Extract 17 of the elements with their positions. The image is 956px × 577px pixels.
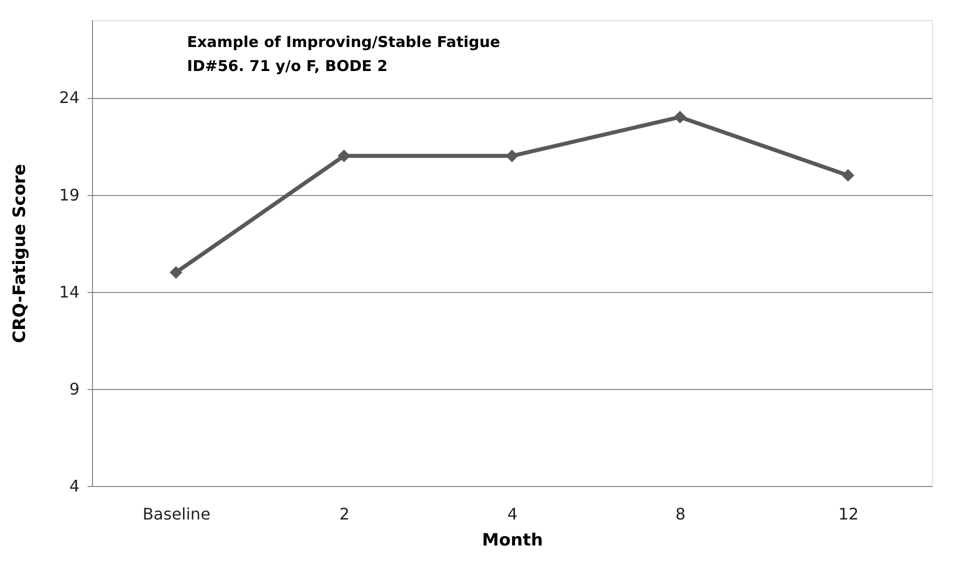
y-tick-label: 19 <box>59 185 80 204</box>
y-axis-title: CRQ-Fatigue Score <box>10 164 30 344</box>
x-tick-label: Baseline <box>142 504 210 524</box>
annotation: ID#56. 71 y/o F, BODE 2 <box>187 57 388 75</box>
x-tick-label: 8 <box>675 504 686 524</box>
x-tick-label: 12 <box>838 504 859 524</box>
y-tick-label: 14 <box>59 282 80 302</box>
point <box>674 110 686 124</box>
x-tick-label: 4 <box>507 504 518 524</box>
y-tick-label: 4 <box>69 476 80 496</box>
y-tick-label: 9 <box>69 379 80 398</box>
annotation: Example of Improving/Stable Fatigue <box>187 33 500 51</box>
point <box>842 169 854 182</box>
point <box>170 266 182 279</box>
x-axis-title: Month <box>482 530 543 550</box>
y-tick-label: 24 <box>59 88 80 108</box>
x-tick-label: 2 <box>339 504 350 524</box>
